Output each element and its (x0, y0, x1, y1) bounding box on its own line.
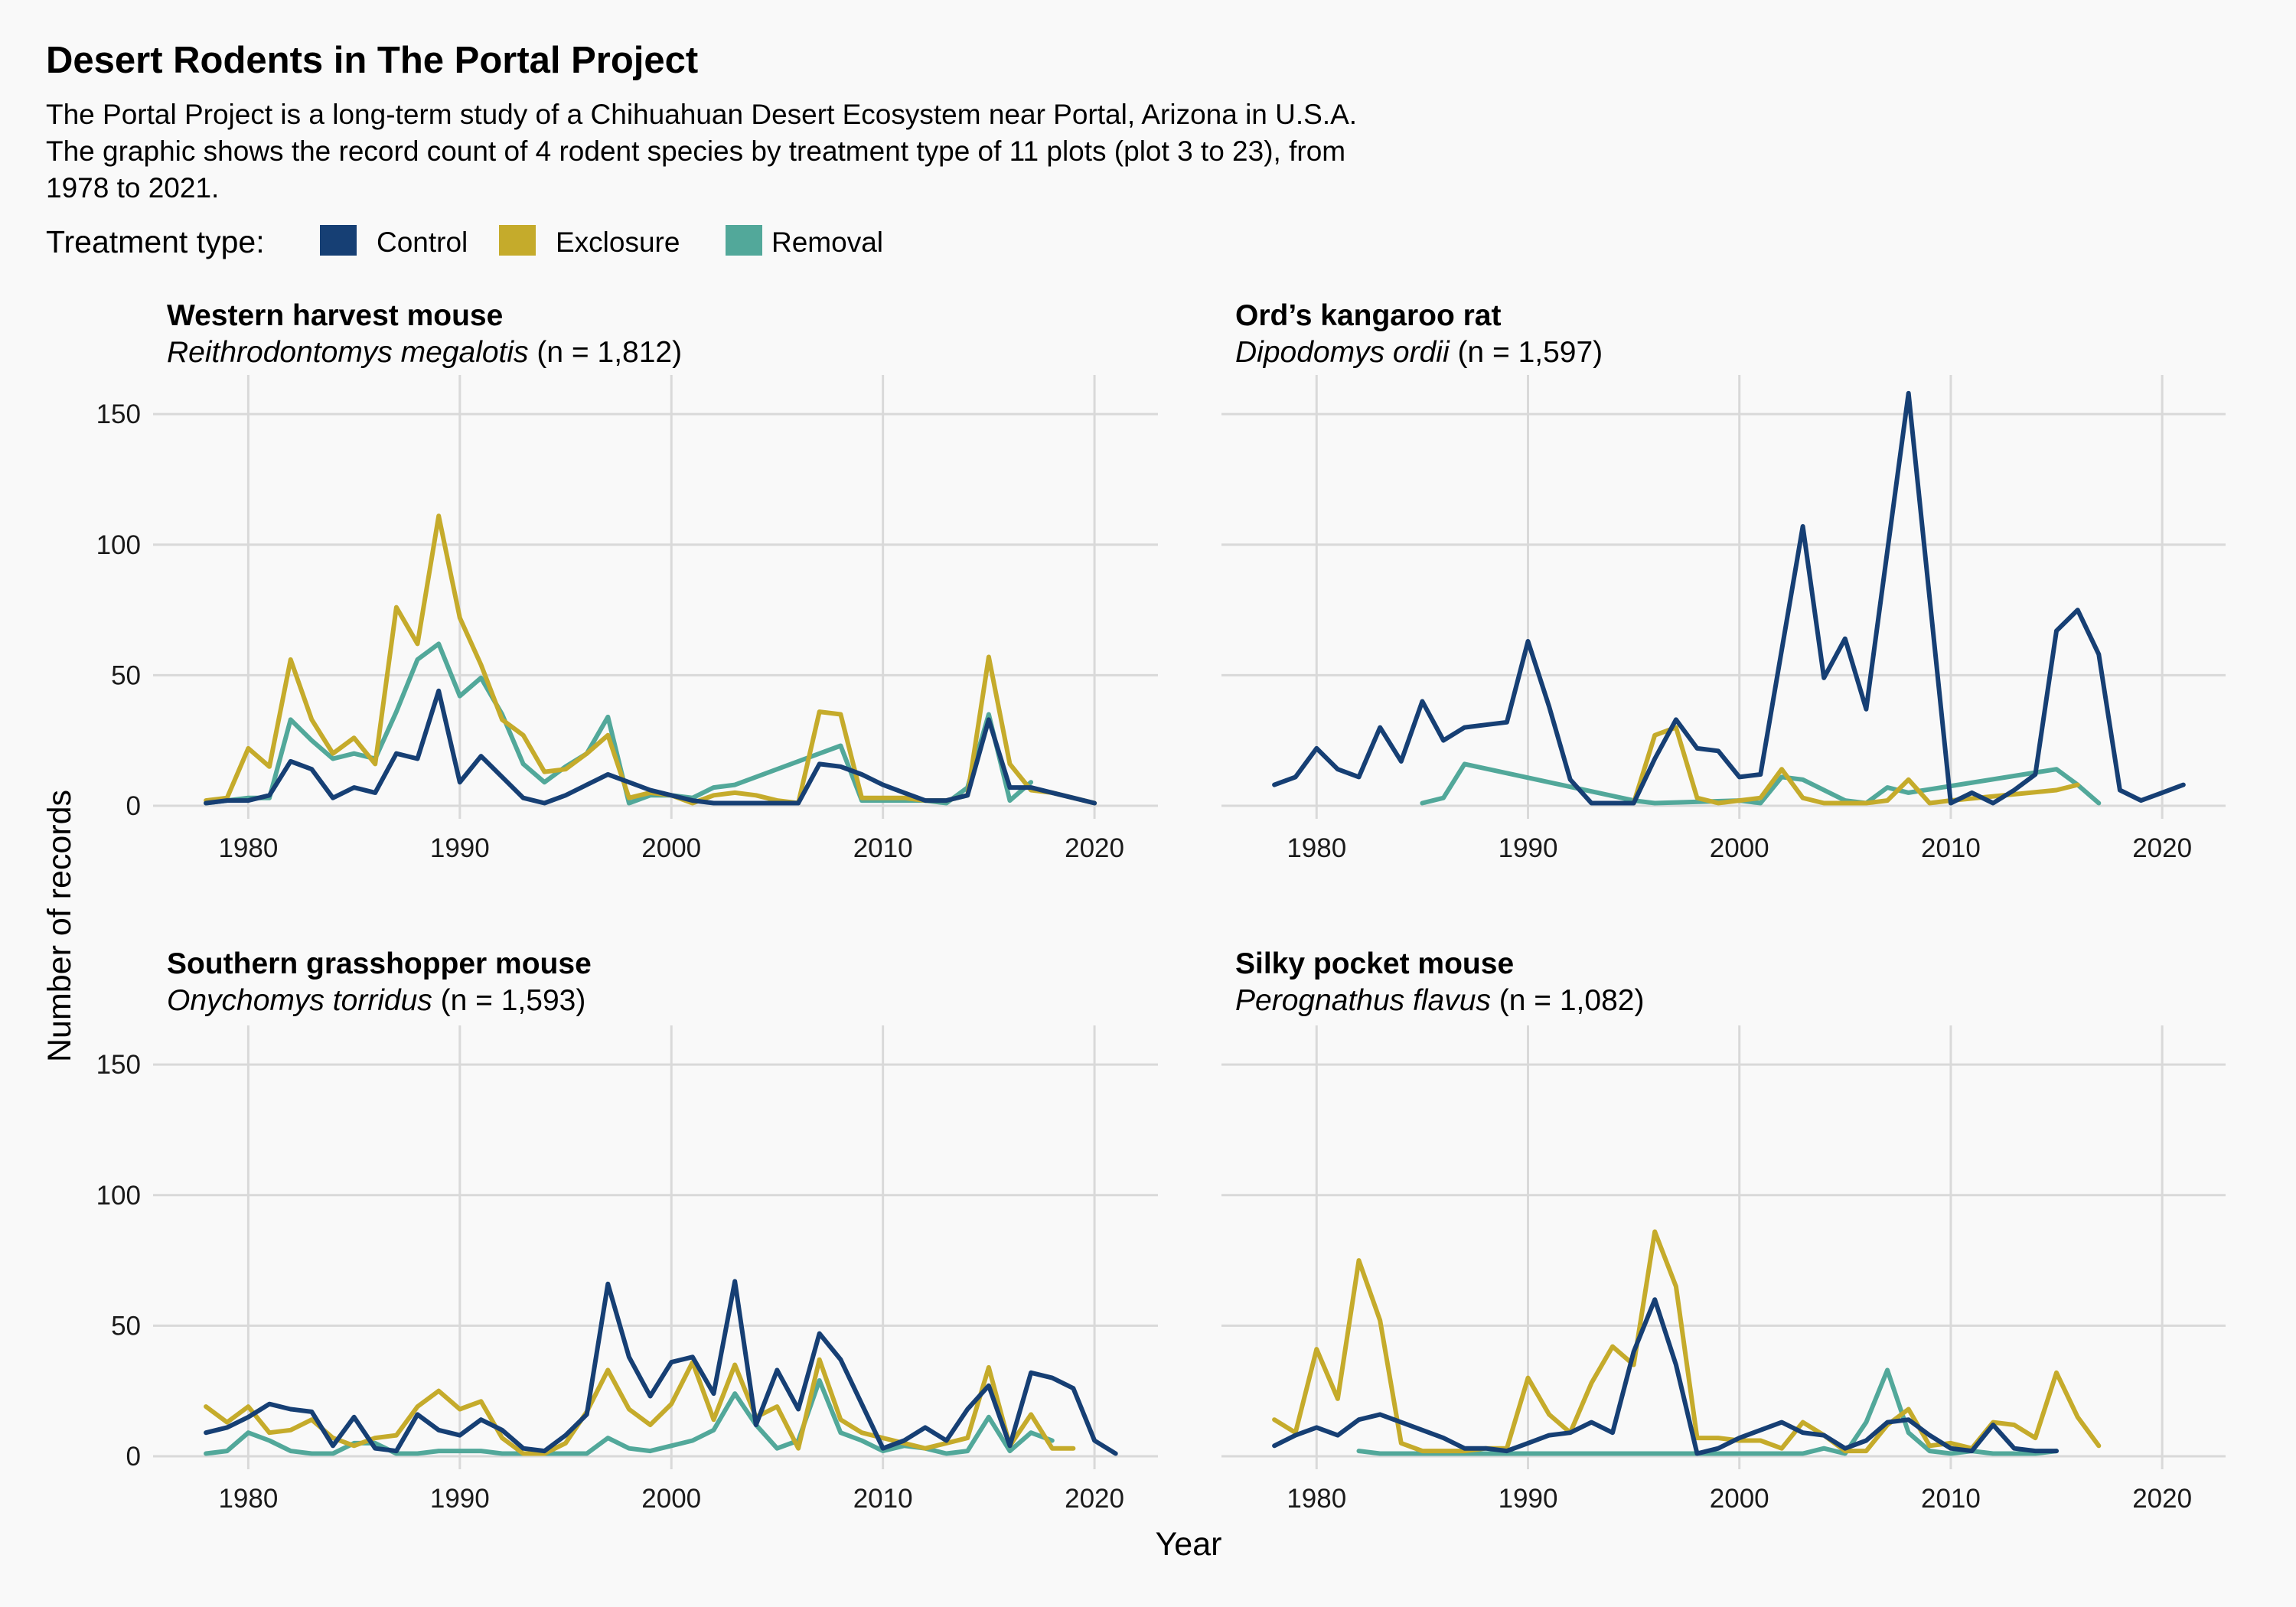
species-scientific-name: Onychomys torridus (167, 984, 432, 1017)
series-line-control (1272, 390, 2186, 806)
legend-swatch-removal (726, 225, 762, 256)
x-tick-label: 2000 (641, 1484, 701, 1514)
legend-label-removal: Removal (771, 227, 883, 258)
x-tick-label: 1980 (1287, 1484, 1346, 1514)
x-tick-label: 2010 (1921, 833, 1981, 863)
x-tick-label: 1990 (1499, 1484, 1558, 1514)
series-line-removal (1356, 1367, 2059, 1456)
species-scientific-name: Perognathus flavus (1235, 984, 1491, 1017)
x-tick-label: 2020 (2132, 833, 2192, 863)
species-record-count: (n = 1,082) (1491, 984, 1645, 1017)
series-line-exclosure (204, 1357, 1076, 1456)
x-tick-label: 1990 (430, 833, 490, 863)
y-tick-label: 150 (96, 399, 141, 429)
panel-silky-pocket-mouse: Silky pocket mouse Perognathus flavus (n … (1221, 947, 2226, 1514)
legend-label-control: Control (377, 227, 468, 258)
x-tick-label: 2000 (641, 833, 701, 863)
panel-subtitle: Reithrodontomys megalotis (n = 1,812) (167, 336, 682, 369)
species-record-count: (n = 1,812) (529, 336, 683, 369)
y-tick-label: 100 (96, 1181, 141, 1211)
legend-label-exclosure: Exclosure (556, 227, 680, 258)
x-tick-label: 2010 (1921, 1484, 1981, 1514)
y-axis-title: Number of records (41, 790, 78, 1062)
panel-western-harvest-mouse: Western harvest mouse Reithrodontomys meg… (96, 299, 1158, 863)
chart-subtitle-line-3: 1978 to 2021. (46, 172, 219, 204)
panel-southern-grasshopper-mouse: Southern grasshopper mouse Onychomys torr… (96, 947, 1158, 1514)
series-line-control (1272, 1297, 2059, 1456)
chart-subtitle-line-2: The graphic shows the record count of 4 … (46, 135, 1345, 167)
x-tick-label: 1990 (430, 1484, 490, 1514)
legend-title: Treatment type: (46, 224, 265, 259)
species-scientific-name: Reithrodontomys megalotis (167, 336, 529, 369)
x-tick-label: 2010 (853, 833, 913, 863)
panel-title: Western harvest mouse (167, 299, 503, 332)
y-tick-label: 150 (96, 1050, 141, 1080)
legend-swatch-control (320, 225, 357, 256)
chart-subtitle-line-1: The Portal Project is a long-term study … (46, 99, 1357, 130)
x-tick-label: 1980 (218, 833, 278, 863)
x-tick-label: 2000 (1710, 833, 1769, 863)
x-tick-label: 1990 (1499, 833, 1558, 863)
species-scientific-name: Dipodomys ordii (1235, 336, 1450, 369)
x-axis-title: Year (1156, 1526, 1222, 1563)
panel-subtitle: Perognathus flavus (n = 1,082) (1235, 984, 1644, 1017)
facet-panels: Western harvest mouse Reithrodontomys meg… (96, 299, 2226, 1514)
panel-subtitle: Onychomys torridus (n = 1,593) (167, 984, 585, 1017)
x-tick-label: 2010 (853, 1484, 913, 1514)
series-line-control (204, 1279, 1118, 1456)
x-tick-label: 2020 (1065, 833, 1124, 863)
panel-ord-s-kangaroo-rat: Ord’s kangaroo rat Dipodomys ordii (n = 1… (1221, 299, 2226, 863)
species-record-count: (n = 1,597) (1450, 336, 1603, 369)
panel-title: Southern grasshopper mouse (167, 947, 592, 980)
panel-title: Silky pocket mouse (1235, 947, 1514, 980)
x-tick-label: 1980 (218, 1484, 278, 1514)
species-record-count: (n = 1,593) (432, 984, 586, 1017)
series-line-control (204, 688, 1097, 806)
y-tick-label: 100 (96, 530, 141, 560)
panel-subtitle: Dipodomys ordii (n = 1,597) (1235, 336, 1603, 369)
series-line-exclosure (1631, 725, 2080, 806)
series-line-exclosure (1272, 1229, 2102, 1454)
y-tick-label: 50 (111, 660, 141, 690)
legend: Treatment type: Control Exclosure Remova… (46, 224, 883, 259)
y-tick-label: 50 (111, 1311, 141, 1341)
series-line-removal (1420, 761, 2102, 806)
x-tick-label: 2020 (2132, 1484, 2192, 1514)
legend-swatch-exclosure (499, 225, 536, 256)
x-tick-label: 2020 (1065, 1484, 1124, 1514)
y-tick-label: 0 (126, 791, 141, 821)
x-tick-label: 1980 (1287, 833, 1346, 863)
chart-title: Desert Rodents in The Portal Project (46, 40, 698, 81)
y-tick-label: 0 (126, 1442, 141, 1472)
series-line-exclosure (204, 513, 1097, 806)
x-tick-label: 2000 (1710, 1484, 1769, 1514)
panel-title: Ord’s kangaroo rat (1235, 299, 1501, 332)
